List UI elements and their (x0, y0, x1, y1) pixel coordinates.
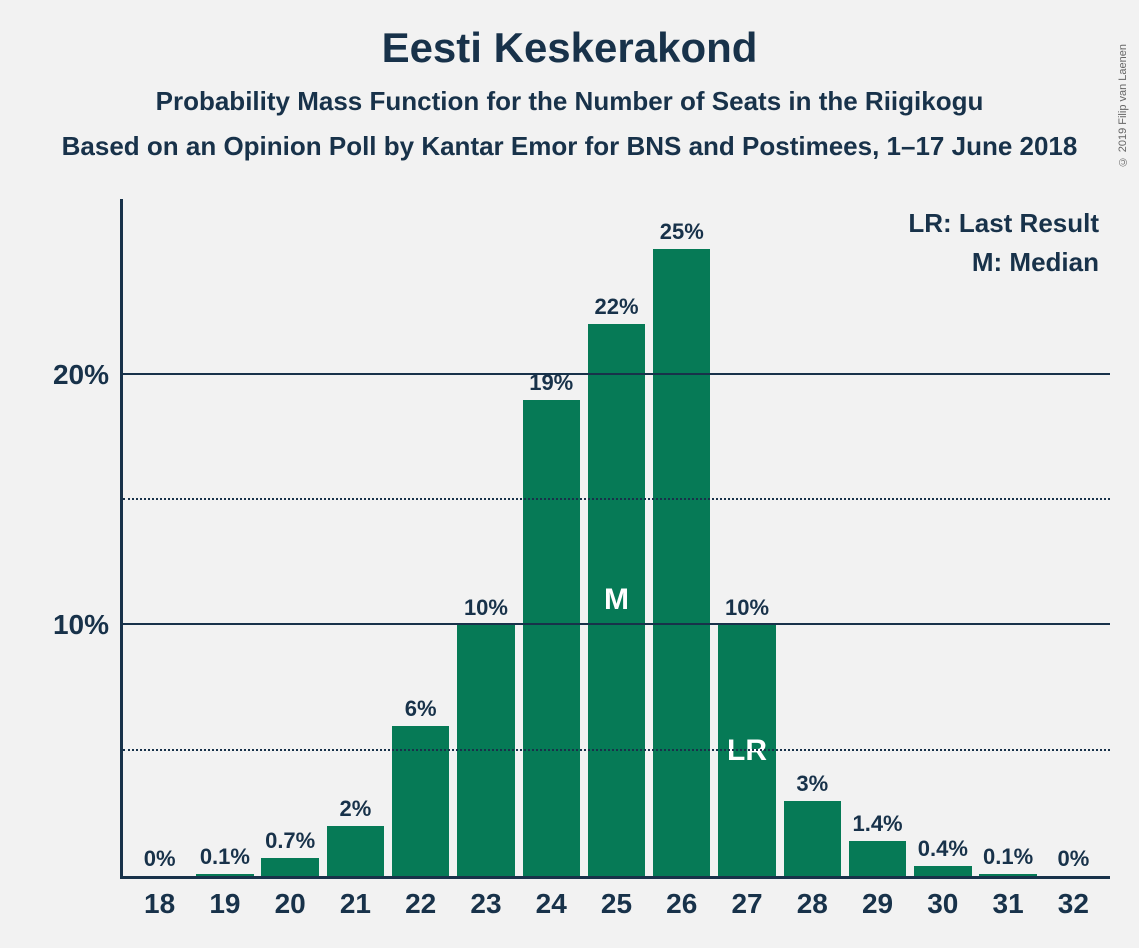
x-tick-label: 19 (192, 888, 257, 920)
x-tick-label: 18 (127, 888, 192, 920)
x-tick-label: 27 (714, 888, 779, 920)
chart-title: Eesti Keskerakond (0, 24, 1139, 72)
bar-value-label: 0% (1057, 846, 1089, 872)
bar-value-label: 1.4% (852, 811, 902, 837)
bar-value-label: 0% (144, 846, 176, 872)
bar-slot: 10%LR27 (714, 199, 779, 876)
bar-rect (784, 801, 841, 876)
gridline: 10% (123, 623, 1110, 625)
bar-slot: 19%24 (519, 199, 584, 876)
bar-value-label: 3% (796, 771, 828, 797)
bar-slot: 2%21 (323, 199, 388, 876)
bar-rect (653, 249, 710, 876)
gridline (123, 749, 1110, 751)
bar-value-label: 6% (405, 696, 437, 722)
y-tick-label: 20% (53, 359, 123, 391)
bar-rect (849, 841, 906, 876)
x-tick-label: 25 (584, 888, 649, 920)
bar-slot: 22%M25 (584, 199, 649, 876)
x-tick-label: 20 (258, 888, 323, 920)
bar-slot: 0.7%20 (258, 199, 323, 876)
bar-slot: 0.1%19 (192, 199, 257, 876)
gridline: 20% (123, 373, 1110, 375)
bar-slot: 10%23 (453, 199, 518, 876)
bar-rect (327, 826, 384, 876)
bar-slot: 0%18 (127, 199, 192, 876)
x-tick-label: 23 (453, 888, 518, 920)
bar-value-label: 0.7% (265, 828, 315, 854)
bar-slot: 0.1%31 (975, 199, 1040, 876)
x-tick-label: 31 (975, 888, 1040, 920)
bar-value-label: 22% (594, 294, 638, 320)
bar-value-label: 0.1% (200, 844, 250, 870)
x-tick-label: 29 (845, 888, 910, 920)
bar-value-label: 0.1% (983, 844, 1033, 870)
bar-slot: 0.4%30 (910, 199, 975, 876)
x-tick-label: 32 (1041, 888, 1106, 920)
bar-slot: 3%28 (780, 199, 845, 876)
y-tick-label: 10% (53, 609, 123, 641)
x-tick-label: 24 (519, 888, 584, 920)
x-tick-label: 22 (388, 888, 453, 920)
chart-plot-area: 0%180.1%190.7%202%216%2210%2319%24 22% M 25… (120, 199, 1110, 879)
copyright-text: © 2019 Filip van Laenen (1117, 44, 1129, 167)
x-tick-label: 30 (910, 888, 975, 920)
bar-value-label: 10% (464, 595, 508, 621)
gridline (123, 498, 1110, 500)
bars-container: 0%180.1%190.7%202%216%2210%2319%24 22% M 25… (123, 199, 1110, 876)
bar-rect (979, 874, 1036, 877)
x-tick-label: 21 (323, 888, 388, 920)
bar-rect (196, 874, 253, 877)
x-tick-label: 28 (780, 888, 845, 920)
bar-rect (914, 866, 971, 876)
chart-subtitle-2: Based on an Opinion Poll by Kantar Emor … (0, 131, 1139, 162)
bar-slot: 6%22 (388, 199, 453, 876)
bar-inner-label: M (604, 583, 629, 617)
bar-rect (523, 400, 580, 876)
bar-value-label: 25% (660, 219, 704, 245)
bar-rect (261, 858, 318, 876)
bar-slot: 0%32 (1041, 199, 1106, 876)
bar-value-label: 0.4% (918, 836, 968, 862)
bar-slot: 25%26 (649, 199, 714, 876)
chart-subtitle-1: Probability Mass Function for the Number… (0, 86, 1139, 117)
bar-value-label: 10% (725, 595, 769, 621)
bar-value-label: 2% (340, 796, 372, 822)
bar-rect: M (588, 324, 645, 876)
bar-slot: 1.4%29 (845, 199, 910, 876)
x-tick-label: 26 (649, 888, 714, 920)
